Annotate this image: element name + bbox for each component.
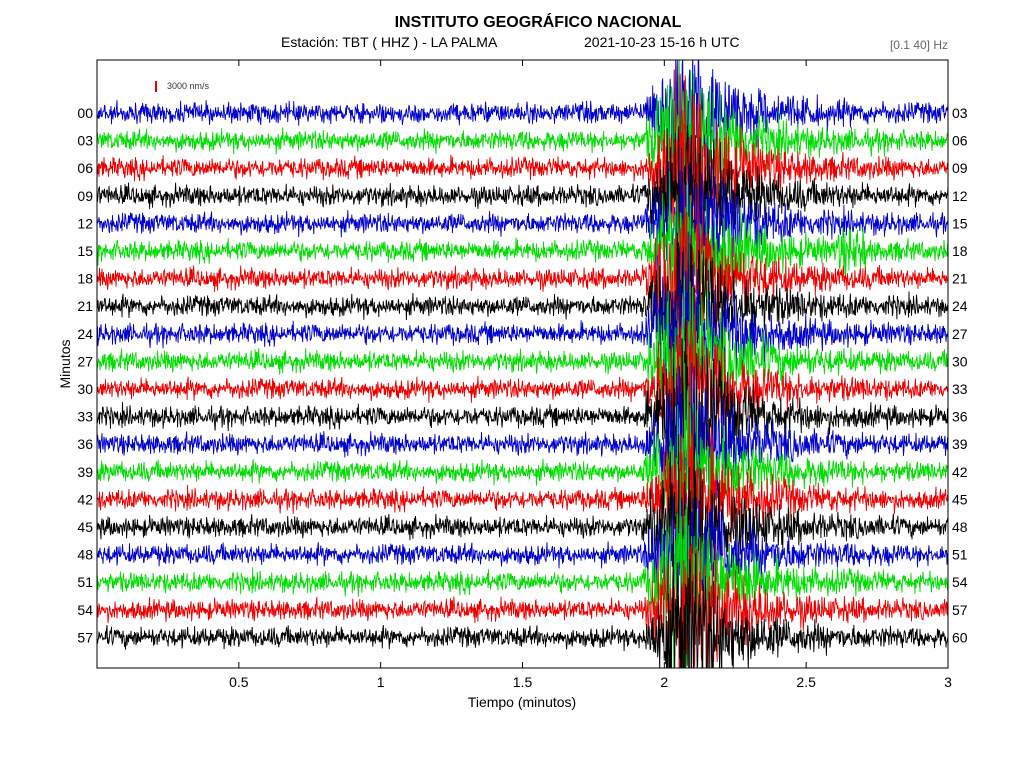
x-tick-label: 2.5 [796, 674, 816, 690]
scale-bar-label: 3000 nm/s [167, 81, 210, 91]
left-label-39: 39 [77, 464, 93, 480]
right-label-39: 39 [952, 436, 968, 452]
left-label-48: 48 [77, 547, 93, 563]
x-tick-label: 1.5 [513, 674, 533, 690]
left-label-00: 00 [77, 105, 93, 121]
trace-row-30 [97, 294, 948, 464]
right-label-24: 24 [952, 298, 968, 314]
x-axis-ticks: 0.5 1 1.5 2 2.5 3 [229, 60, 952, 690]
x-tick-label: 3 [944, 674, 952, 690]
trace-row-09 [97, 125, 948, 277]
trace-row-24 [97, 231, 948, 396]
right-label-48: 48 [952, 519, 968, 535]
left-label-57: 57 [77, 629, 93, 645]
right-label-45: 45 [952, 491, 968, 507]
x-tick-label: 2 [660, 674, 668, 690]
right-row-labels: 03 06 09 12 15 18 21 24 27 30 33 36 39 42 45 48 51 54 57 60 [952, 105, 968, 645]
trace-row-21 [97, 232, 948, 401]
left-label-03: 03 [77, 133, 93, 149]
trace-row-48 [97, 497, 948, 650]
left-label-45: 45 [77, 519, 93, 535]
right-label-12: 12 [952, 188, 968, 204]
trace-row-27 [97, 276, 948, 437]
left-label-42: 42 [77, 491, 93, 507]
trace-row-00 [97, 60, 948, 186]
right-label-30: 30 [952, 353, 968, 369]
left-label-18: 18 [77, 271, 93, 287]
trace-row-12 [97, 147, 948, 313]
right-label-18: 18 [952, 243, 968, 259]
left-label-15: 15 [77, 243, 93, 259]
left-label-06: 06 [77, 160, 93, 176]
left-label-36: 36 [77, 436, 93, 452]
x-axis-label: Tiempo (minutos) [468, 694, 576, 710]
trace-row-18 [97, 169, 948, 342]
right-label-27: 27 [952, 326, 968, 342]
right-label-60: 60 [952, 629, 968, 645]
y-axis-label: Minutos [57, 339, 73, 388]
trace-row-06 [97, 64, 948, 278]
trace-row-51 [97, 471, 948, 668]
trace-row-45 [97, 433, 948, 627]
right-label-54: 54 [952, 574, 968, 590]
trace-row-36 [97, 362, 948, 545]
x-tick-label: 0.5 [229, 674, 249, 690]
filter-label: [0.1 40] Hz [890, 38, 948, 52]
right-label-21: 21 [952, 271, 968, 287]
trace-row-15 [97, 171, 948, 344]
datetime-label: 2021-10-23 15-16 h UTC [584, 34, 740, 50]
trace-row-33 [97, 318, 948, 509]
trace-group [97, 60, 948, 668]
left-label-24: 24 [77, 326, 93, 342]
right-label-57: 57 [952, 602, 968, 618]
right-label-15: 15 [952, 215, 968, 231]
left-label-51: 51 [77, 574, 93, 590]
station-label: Estación: TBT ( HHZ ) - LA PALMA [281, 34, 498, 50]
left-label-33: 33 [77, 409, 93, 425]
left-label-12: 12 [77, 215, 93, 231]
trace-row-57 [97, 536, 948, 668]
left-label-21: 21 [77, 298, 93, 314]
right-label-03: 03 [952, 105, 968, 121]
right-label-06: 06 [952, 133, 968, 149]
right-label-51: 51 [952, 547, 968, 563]
trace-row-39 [97, 363, 948, 590]
x-tick-label: 1 [377, 674, 385, 690]
left-label-30: 30 [77, 381, 93, 397]
right-label-33: 33 [952, 381, 968, 397]
right-label-36: 36 [952, 409, 968, 425]
left-label-54: 54 [77, 602, 93, 618]
trace-row-42 [97, 404, 948, 566]
left-row-labels: 00 03 06 09 12 15 18 21 24 27 30 33 36 39 42 45 48 51 54 57 [77, 105, 93, 645]
trace-row-54 [97, 543, 948, 668]
left-label-27: 27 [77, 353, 93, 369]
trace-row-03 [97, 60, 948, 238]
chart-title: INSTITUTO GEOGRÁFICO NACIONAL [395, 12, 682, 31]
right-label-42: 42 [952, 464, 968, 480]
left-label-09: 09 [77, 188, 93, 204]
right-label-09: 09 [952, 160, 968, 176]
